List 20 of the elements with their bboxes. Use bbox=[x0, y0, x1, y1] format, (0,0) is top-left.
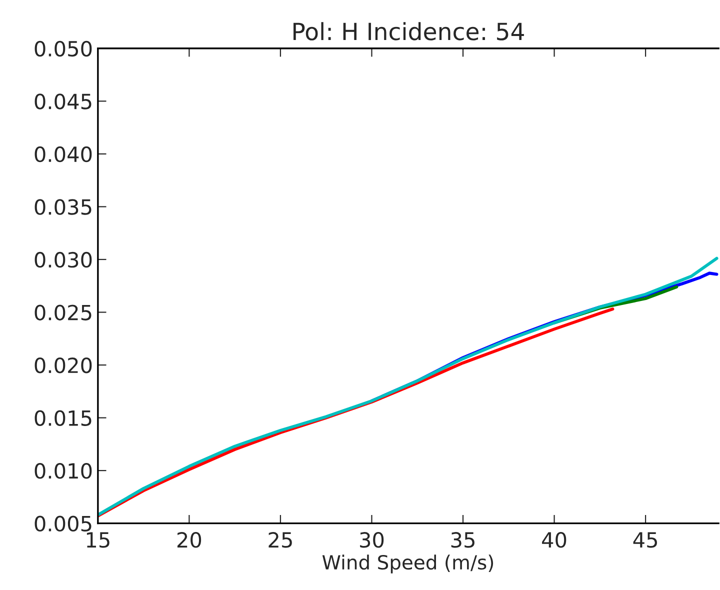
y-tick-label: 0.035 bbox=[34, 199, 92, 215]
y-tick-label: 0.030 bbox=[34, 252, 92, 268]
x-tick-label: 35 bbox=[451, 532, 474, 548]
x-tick-label: 30 bbox=[360, 532, 384, 548]
x-tick-label: 40 bbox=[542, 532, 566, 548]
x-tick-label: 20 bbox=[177, 532, 202, 548]
x-tick-label: 15 bbox=[86, 532, 110, 548]
x-tick-label: 45 bbox=[633, 532, 657, 548]
y-tick-label: 0.020 bbox=[34, 357, 92, 374]
y-tick-label: 0.025 bbox=[34, 304, 92, 320]
y-tick-label: 0.010 bbox=[34, 463, 92, 479]
y-tick-label: 0.005 bbox=[34, 516, 92, 532]
y-tick-label: 0.050 bbox=[34, 40, 92, 57]
y-tick-label: 0.015 bbox=[34, 410, 92, 426]
x-tick-label: 25 bbox=[268, 532, 292, 548]
y-tick-label: 0.045 bbox=[34, 94, 92, 110]
y-tick-label: 0.040 bbox=[34, 146, 92, 162]
x-axis-title: Wind Speed (m/s) bbox=[322, 554, 494, 574]
chart-title: Pol: H Incidence: 54 bbox=[294, 22, 524, 40]
line-series bbox=[98, 256, 718, 516]
